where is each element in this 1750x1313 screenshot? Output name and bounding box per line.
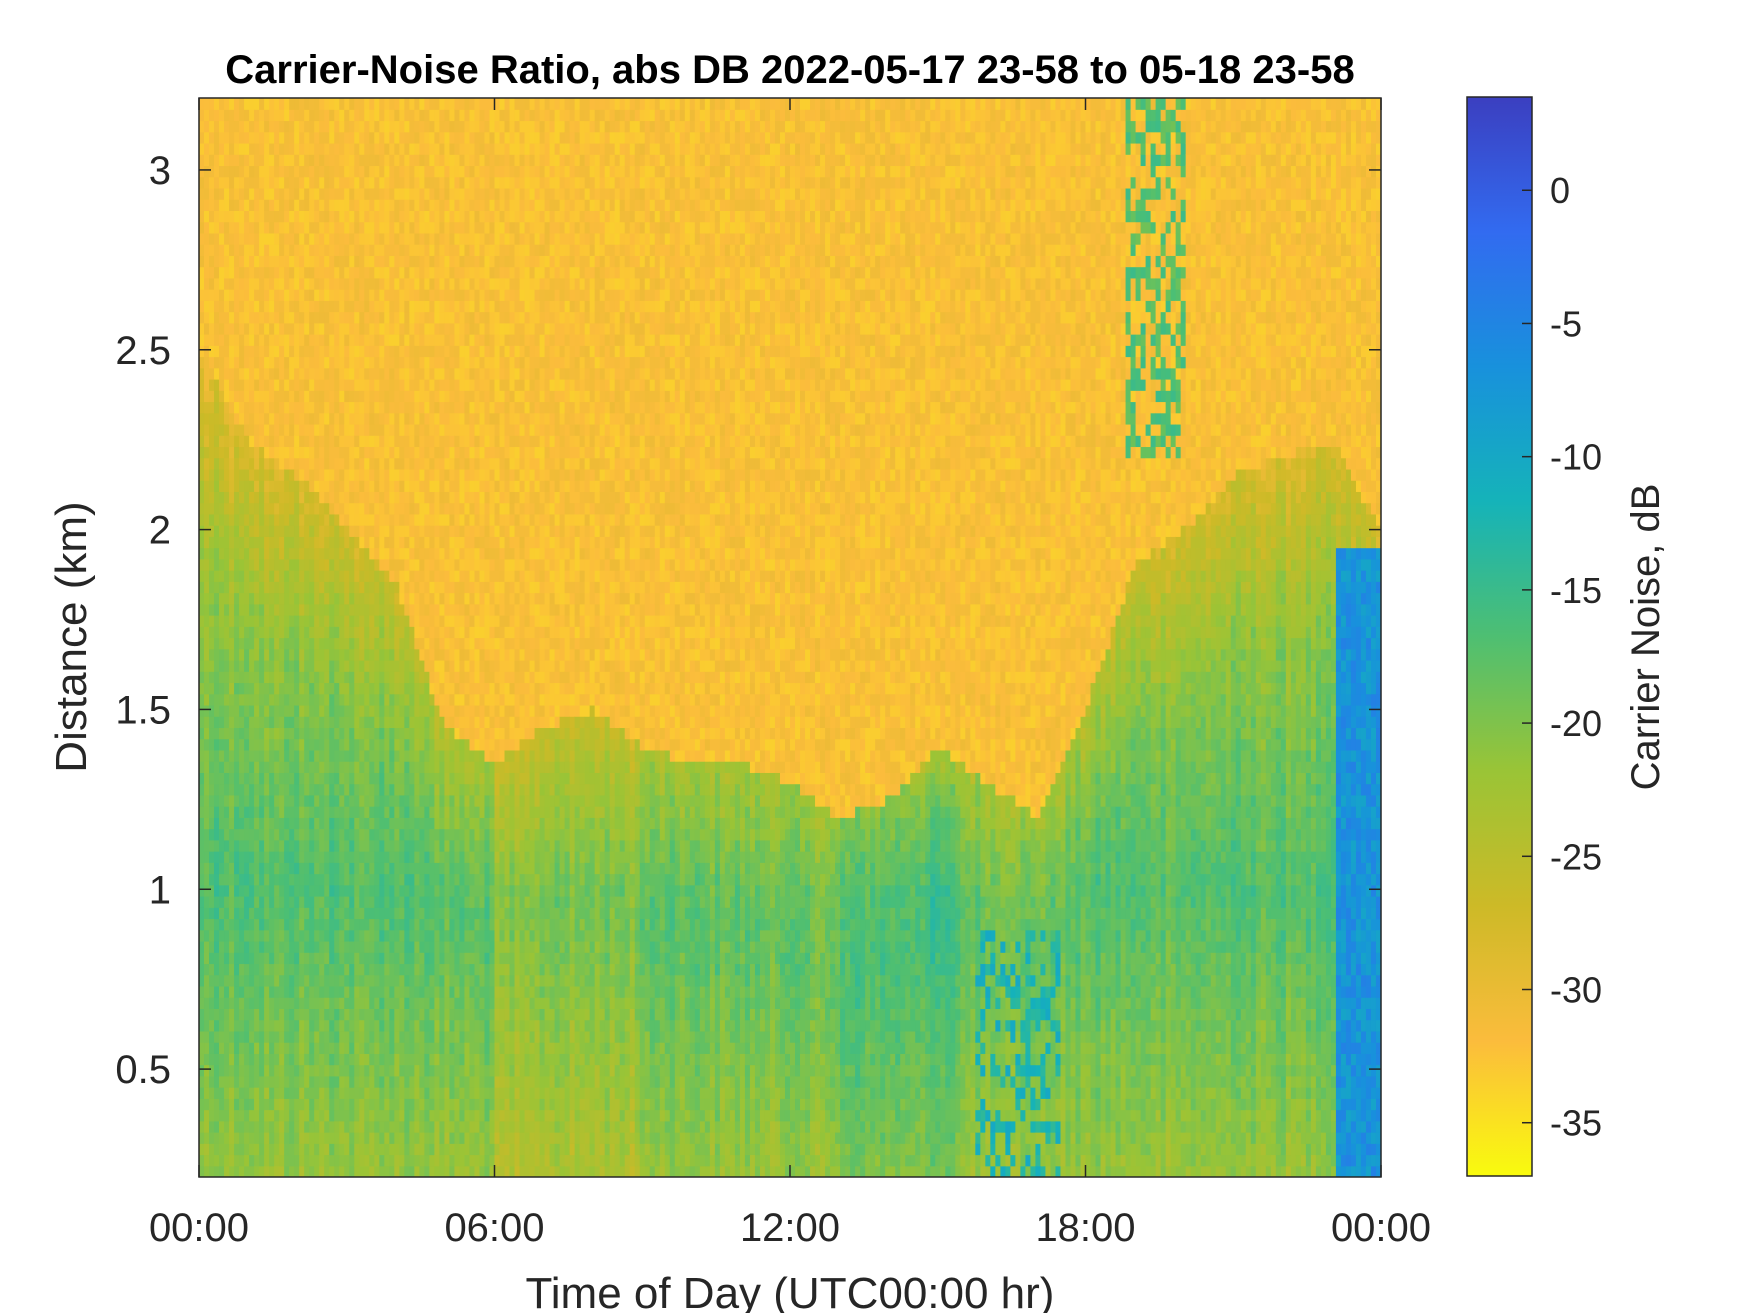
x-tick-label: 12:00 [740, 1206, 840, 1250]
y-tick-label: 0.5 [115, 1048, 171, 1092]
colorbar-tick-label: -20 [1550, 703, 1602, 744]
colorbar [1467, 97, 1532, 1176]
colorbar-tick-label: -10 [1550, 437, 1602, 478]
y-tick-label: 3 [149, 149, 171, 193]
heatmap-cells [199, 98, 1382, 1178]
x-tick-label: 00:00 [1331, 1206, 1431, 1250]
x-tick-label: 06:00 [444, 1206, 544, 1250]
x-tick-label: 18:00 [1035, 1206, 1135, 1250]
x-tick-label: 00:00 [149, 1206, 249, 1250]
y-axis-label: Distance (km) [47, 501, 96, 772]
y-tick-label: 2 [149, 509, 171, 553]
colorbar-tick-label: -15 [1550, 570, 1602, 611]
y-tick-label: 1.5 [115, 688, 171, 732]
colorbar-label: Carrier Noise, dB [1624, 484, 1668, 791]
chart-title: Carrier-Noise Ratio, abs DB 2022-05-17 2… [225, 48, 1354, 92]
colorbar-tick-label: -5 [1550, 303, 1582, 344]
colorbar-tick-label: -25 [1550, 836, 1602, 877]
y-tick-label: 2.5 [115, 329, 171, 373]
colorbar-tick-label: 0 [1550, 170, 1570, 211]
x-axis-label: Time of Day (UTC00:00 hr) [526, 1269, 1055, 1313]
y-tick-label: 1 [149, 868, 171, 912]
colorbar-tick-label: -30 [1550, 970, 1602, 1011]
colorbar-ticks: 0 -5 -10 -15 -20 -25 -30 -35 [1522, 170, 1602, 1143]
colorbar-tick-label: -35 [1550, 1103, 1602, 1144]
